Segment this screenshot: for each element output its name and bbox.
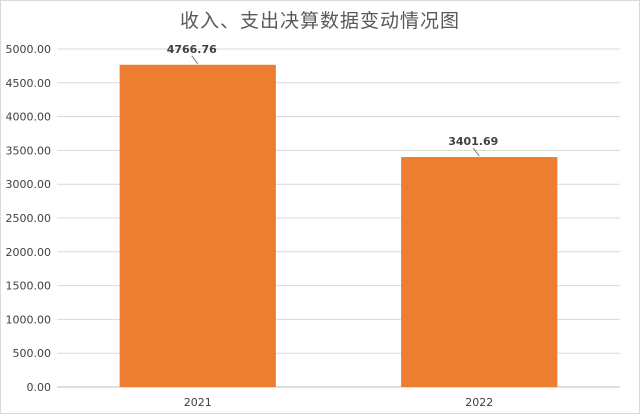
data-label-leader (191, 55, 199, 65)
y-tick-label: 500.00 (13, 347, 52, 360)
y-tick-label: 3000.00 (6, 178, 52, 191)
x-tick-label: 2021 (184, 396, 212, 409)
y-tick-label: 0.00 (27, 381, 52, 394)
y-tick-label: 3500.00 (6, 144, 52, 157)
y-tick-label: 1000.00 (6, 313, 52, 326)
bar (401, 157, 558, 387)
chart-title: 收入、支出决算数据变动情况图 (179, 10, 460, 32)
y-tick-label: 4500.00 (6, 77, 52, 90)
y-tick-label: 5000.00 (6, 43, 52, 56)
y-tick-label: 1500.00 (6, 280, 52, 293)
data-label-leader (472, 147, 480, 157)
y-tick-label: 4000.00 (6, 111, 52, 124)
y-tick-label: 2000.00 (6, 246, 52, 259)
data-label: 3401.69 (448, 135, 498, 148)
bar (119, 64, 276, 387)
y-tick-label: 2500.00 (6, 212, 52, 225)
data-label: 4766.76 (167, 43, 217, 56)
x-tick-label: 2022 (465, 396, 493, 409)
